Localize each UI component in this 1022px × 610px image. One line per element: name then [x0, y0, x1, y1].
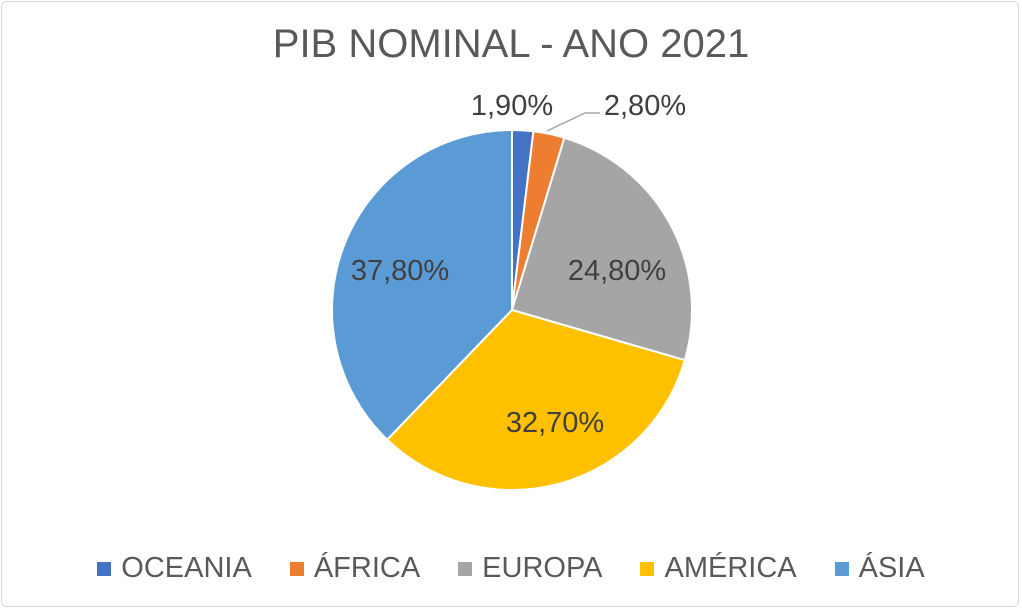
chart-title: PIB NOMINAL - ANO 2021 [272, 22, 750, 66]
legend-item: EUROPA [458, 552, 602, 585]
legend-swatch [289, 561, 304, 576]
legend-swatch [834, 561, 849, 576]
legend-swatch [97, 561, 112, 576]
legend-item: AMÉRICA [640, 552, 797, 585]
legend-swatch [458, 561, 473, 576]
legend-swatch [640, 561, 655, 576]
data-label: 1,90% [471, 90, 553, 122]
legend: OCEANIA ÁFRICA EUROPA AMÉRICA ÁSIA [0, 552, 1022, 585]
pie-slice-europa [510, 136, 693, 362]
pie-slice-américa [385, 308, 687, 491]
legend-item: ÁFRICA [289, 552, 421, 585]
legend-label: AMÉRICA [664, 552, 797, 584]
data-label: 2,80% [604, 90, 686, 122]
legend-label: OCEANIA [121, 552, 252, 584]
pie-slice-ásia [331, 128, 513, 442]
data-label: 37,80% [351, 255, 449, 287]
legend-item: ÁSIA [834, 552, 925, 585]
data-label: 32,70% [506, 407, 604, 439]
legend-label: ÁSIA [858, 552, 925, 584]
data-label: 24,80% [568, 255, 666, 287]
legend-label: ÁFRICA [313, 552, 421, 584]
legend-item: OCEANIA [97, 552, 252, 585]
leader-line [546, 112, 600, 132]
legend-label: EUROPA [482, 552, 603, 584]
